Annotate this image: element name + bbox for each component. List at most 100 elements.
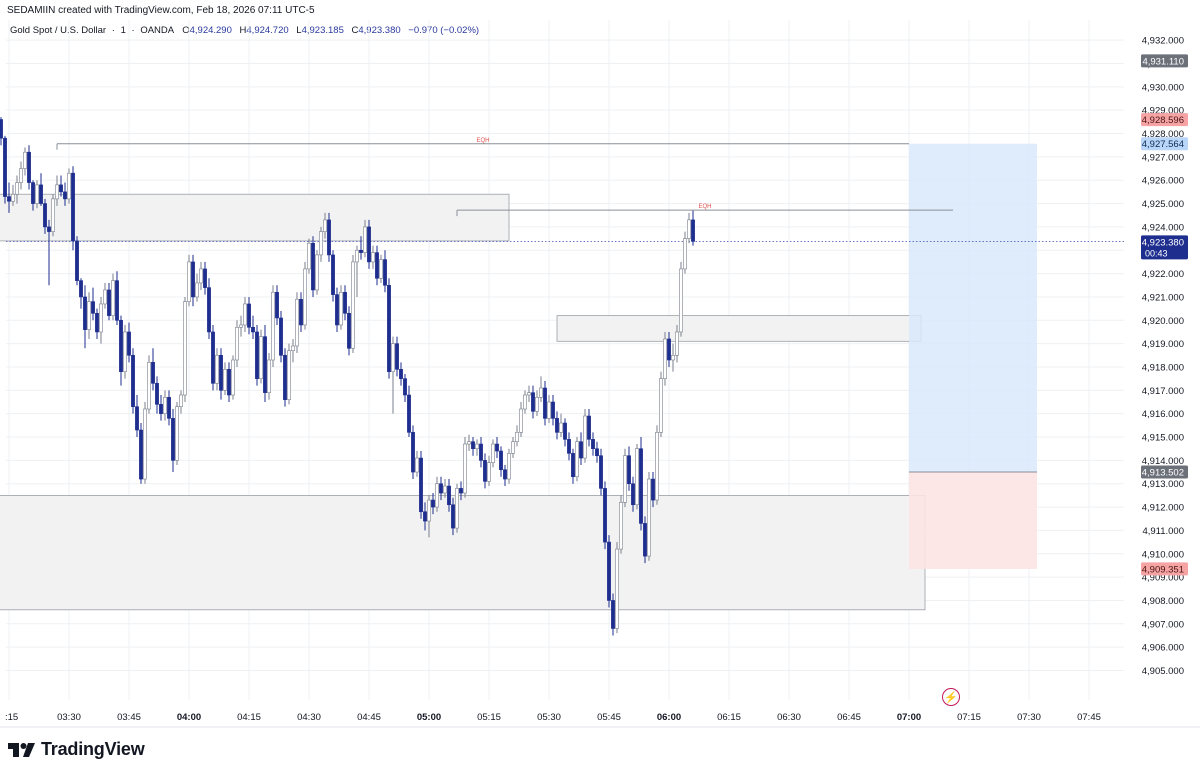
candle-body[interactable] bbox=[479, 443, 483, 461]
candle-body[interactable] bbox=[551, 401, 555, 419]
candle-body[interactable] bbox=[643, 523, 647, 557]
candle-body[interactable] bbox=[471, 441, 475, 450]
candle-body[interactable] bbox=[363, 226, 367, 253]
candle-body[interactable] bbox=[431, 499, 435, 508]
candle-body[interactable] bbox=[399, 369, 403, 379]
candle-body[interactable] bbox=[571, 453, 575, 478]
candle-body[interactable] bbox=[675, 331, 679, 356]
candle-body[interactable] bbox=[327, 219, 331, 256]
candle-body[interactable] bbox=[175, 406, 179, 461]
candle-body[interactable] bbox=[143, 408, 147, 480]
candle-body[interactable] bbox=[463, 443, 467, 494]
candle-body[interactable] bbox=[7, 196, 11, 202]
candle-body[interactable] bbox=[279, 317, 283, 356]
candle-body[interactable] bbox=[619, 502, 623, 550]
candle-body[interactable] bbox=[547, 401, 551, 419]
candle-body[interactable] bbox=[75, 240, 79, 281]
candle-body[interactable] bbox=[679, 268, 683, 333]
candle-body[interactable] bbox=[355, 249, 359, 263]
candle-body[interactable] bbox=[455, 488, 459, 529]
candle-body[interactable] bbox=[567, 439, 571, 454]
candle-body[interactable] bbox=[219, 355, 223, 391]
candle-body[interactable] bbox=[419, 457, 423, 513]
candle-body[interactable] bbox=[199, 268, 203, 284]
candle-body[interactable] bbox=[631, 483, 635, 506]
candle-body[interactable] bbox=[347, 312, 351, 349]
candle-body[interactable] bbox=[167, 397, 171, 419]
candle-body[interactable] bbox=[179, 394, 183, 407]
candle-body[interactable] bbox=[131, 355, 135, 407]
candle-body[interactable] bbox=[103, 289, 107, 305]
candle-body[interactable] bbox=[351, 261, 355, 349]
candle-body[interactable] bbox=[275, 291, 279, 319]
candle-body[interactable] bbox=[563, 422, 567, 440]
candle-body[interactable] bbox=[251, 326, 255, 333]
candle-body[interactable] bbox=[203, 268, 207, 288]
candle-body[interactable] bbox=[423, 511, 427, 522]
candle-body[interactable] bbox=[255, 331, 259, 379]
candle-body[interactable] bbox=[163, 397, 167, 414]
candle-body[interactable] bbox=[195, 282, 199, 298]
candle-body[interactable] bbox=[415, 457, 419, 473]
candle-body[interactable] bbox=[407, 394, 411, 433]
candle-body[interactable] bbox=[151, 362, 155, 384]
candle-body[interactable] bbox=[95, 312, 99, 333]
candle-body[interactable] bbox=[555, 418, 559, 433]
candle-body[interactable] bbox=[583, 415, 587, 459]
candle-body[interactable] bbox=[651, 478, 655, 501]
position-target-area[interactable] bbox=[909, 143, 1037, 473]
candle-body[interactable] bbox=[223, 369, 227, 391]
candle-body[interactable] bbox=[391, 343, 395, 372]
candle-body[interactable] bbox=[183, 301, 187, 396]
candle-body[interactable] bbox=[319, 231, 323, 256]
candle-body[interactable] bbox=[259, 336, 263, 379]
candle-body[interactable] bbox=[19, 168, 23, 183]
candle-body[interactable] bbox=[63, 191, 67, 200]
candle-body[interactable] bbox=[535, 397, 539, 412]
lightning-icon[interactable]: ⚡ bbox=[942, 688, 960, 706]
candle-body[interactable] bbox=[155, 383, 159, 405]
candle-body[interactable] bbox=[267, 359, 271, 393]
candle-body[interactable] bbox=[247, 303, 251, 328]
candle-body[interactable] bbox=[295, 298, 299, 347]
candle-body[interactable] bbox=[427, 499, 431, 522]
candle-body[interactable] bbox=[91, 301, 95, 314]
candle-body[interactable] bbox=[171, 418, 175, 461]
candle-body[interactable] bbox=[403, 378, 407, 396]
candle-body[interactable] bbox=[39, 184, 43, 204]
candle-body[interactable] bbox=[339, 291, 343, 326]
candle-body[interactable] bbox=[27, 151, 31, 183]
candle-body[interactable] bbox=[119, 319, 123, 372]
candle-body[interactable] bbox=[539, 387, 543, 398]
candle-body[interactable] bbox=[575, 441, 579, 478]
candle-body[interactable] bbox=[67, 172, 71, 200]
supply-demand-zone[interactable] bbox=[0, 494, 926, 611]
candle-body[interactable] bbox=[691, 219, 695, 242]
candle-body[interactable] bbox=[311, 242, 315, 291]
candle-body[interactable] bbox=[127, 331, 131, 356]
candle-body[interactable] bbox=[71, 172, 75, 242]
candle-body[interactable] bbox=[379, 259, 383, 279]
candle-body[interactable] bbox=[647, 478, 651, 557]
candle-body[interactable] bbox=[139, 429, 143, 480]
candle-body[interactable] bbox=[243, 303, 247, 326]
candle-body[interactable] bbox=[55, 184, 59, 200]
candle-body[interactable] bbox=[439, 483, 443, 494]
candle-body[interactable] bbox=[159, 404, 163, 414]
candle-body[interactable] bbox=[511, 441, 515, 454]
candle-body[interactable] bbox=[659, 378, 663, 433]
candle-body[interactable] bbox=[23, 151, 27, 169]
candle-body[interactable] bbox=[343, 291, 347, 314]
supply-demand-zone[interactable] bbox=[0, 193, 510, 242]
candle-body[interactable] bbox=[83, 296, 87, 330]
candle-body[interactable] bbox=[123, 331, 127, 372]
symbol-name[interactable]: Gold Spot / U.S. Dollar bbox=[10, 25, 107, 36]
candle-body[interactable] bbox=[627, 455, 631, 485]
candle-body[interactable] bbox=[43, 203, 47, 228]
candle-body[interactable] bbox=[515, 432, 519, 442]
candle-body[interactable] bbox=[291, 345, 295, 351]
candle-body[interactable] bbox=[687, 219, 691, 239]
candle-body[interactable] bbox=[615, 548, 619, 629]
candle-body[interactable] bbox=[639, 448, 643, 524]
candle-body[interactable] bbox=[283, 355, 287, 400]
